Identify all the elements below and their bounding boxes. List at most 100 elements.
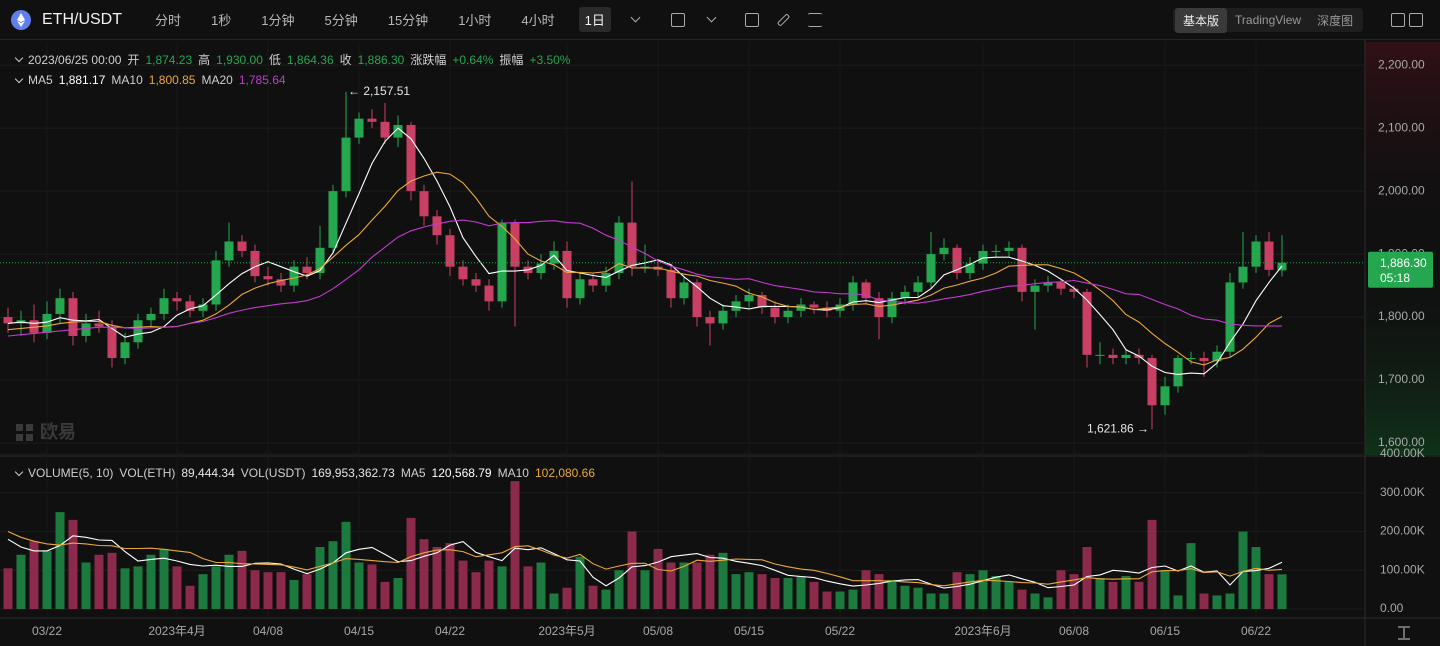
collapse-icon[interactable] — [14, 467, 24, 476]
candle-body — [42, 313, 52, 333]
candle-body — [679, 282, 689, 299]
candle-body — [1264, 241, 1274, 270]
view-tab[interactable]: 深度图 — [1317, 13, 1354, 28]
candle-body — [211, 260, 221, 305]
candle-body — [978, 250, 988, 264]
volume-bar — [302, 574, 312, 609]
candle-body — [68, 298, 78, 336]
collapse-icon[interactable] — [14, 74, 24, 83]
more-intervals[interactable] — [630, 12, 641, 23]
candle-body — [159, 298, 169, 314]
volume-bar — [783, 578, 793, 609]
candle-body — [926, 254, 936, 283]
volume-bar — [562, 587, 572, 609]
volume-plot — [3, 481, 1287, 609]
candle-body — [1017, 247, 1027, 292]
volume-bar — [1121, 576, 1131, 609]
volume-bar — [978, 570, 988, 609]
window-icon[interactable] — [1391, 12, 1405, 27]
volume-bar — [1160, 570, 1170, 609]
candle-body — [1004, 247, 1014, 251]
y-tick-label: 2,200.00 — [1378, 57, 1425, 71]
candle-body — [965, 263, 975, 273]
candle-body — [536, 263, 546, 273]
chart-type-icon[interactable] — [670, 12, 685, 27]
volume-bar — [1017, 589, 1027, 609]
candle-body — [1160, 386, 1170, 406]
candle-body — [237, 241, 247, 251]
chart-type-menu[interactable] — [706, 12, 717, 23]
legend-key: MA20 — [201, 73, 233, 87]
volume-bar — [575, 556, 585, 609]
volume-bar — [952, 572, 962, 609]
volume-bar — [588, 585, 598, 609]
y-tick-label: 2,000.00 — [1378, 183, 1425, 197]
volume-bar — [926, 593, 936, 609]
candle-body — [549, 250, 559, 264]
volume-bar — [770, 578, 780, 609]
volume-bar — [887, 579, 897, 609]
interval-button[interactable]: 15分钟 — [387, 13, 429, 28]
candle-body — [107, 326, 117, 359]
volume-bar — [874, 574, 884, 609]
collapse-icon[interactable] — [14, 53, 24, 63]
candle-body — [770, 307, 780, 318]
candle-body — [354, 118, 364, 138]
interval-button[interactable]: 1小时 — [458, 13, 492, 28]
indicator-icon[interactable] — [744, 12, 759, 27]
x-tick-label: 06/15 — [1150, 624, 1180, 638]
candle-body — [471, 279, 481, 286]
volume-bar — [523, 566, 533, 609]
reset-icon[interactable] — [1398, 626, 1410, 640]
draw-icon[interactable] — [776, 12, 791, 27]
volume-bar — [1056, 570, 1066, 609]
volume-bar — [172, 566, 182, 609]
candle-body — [224, 241, 234, 261]
candle-body — [939, 247, 949, 255]
volume-bar — [653, 548, 663, 609]
candle-body — [432, 216, 442, 236]
price-plot — [3, 91, 1287, 430]
volume-bar — [705, 554, 715, 609]
interval-button[interactable]: 4小时 — [521, 13, 555, 28]
candle-body — [29, 320, 39, 333]
volume-bar — [718, 552, 728, 609]
x-tick-label: 05/15 — [734, 624, 764, 638]
view-tab[interactable]: 基本版 — [1175, 7, 1228, 33]
volume-bar — [432, 547, 442, 609]
ma-line — [7, 171, 1283, 366]
x-tick-label: 2023年6月 — [954, 624, 1011, 638]
watermark: 欧易 — [16, 421, 76, 442]
fullscreen-icon[interactable] — [1409, 12, 1423, 27]
candle-body — [497, 222, 507, 302]
volume-bar — [419, 539, 429, 609]
legend-value: 169,953,362.73 — [311, 466, 395, 480]
legend-value: +0.64% — [452, 52, 494, 67]
y-tick-label: 200.00K — [1380, 524, 1425, 538]
candle-body — [640, 266, 650, 268]
legend-key: 低 — [268, 53, 281, 67]
legend-title: VOLUME(5, 10) — [28, 466, 114, 480]
interval-button[interactable]: 5分钟 — [324, 13, 358, 28]
candle-body — [146, 313, 156, 321]
volume-bar — [289, 579, 299, 609]
candle-body — [1108, 354, 1118, 359]
candle-body — [1199, 358, 1209, 362]
symbol[interactable]: ETH/USDT — [42, 10, 122, 28]
x-tick-label: 05/22 — [825, 624, 855, 638]
settings-icon[interactable] — [807, 12, 822, 27]
volume-bar — [1030, 593, 1040, 609]
view-tab[interactable]: TradingView — [1235, 13, 1302, 27]
volume-bar — [861, 570, 871, 609]
interval-button[interactable]: 1秒 — [211, 13, 232, 28]
interval-button[interactable]: 分时 — [155, 13, 182, 28]
candle-body — [1121, 354, 1131, 359]
interval-button[interactable]: 1日 — [578, 7, 611, 32]
candle-body — [484, 285, 494, 302]
candle-body — [666, 269, 676, 299]
axis-gradient — [1365, 42, 1440, 455]
ma-line — [7, 535, 1283, 589]
volume-bar — [510, 481, 520, 609]
candle-body — [900, 291, 910, 299]
interval-button[interactable]: 1分钟 — [261, 13, 295, 28]
